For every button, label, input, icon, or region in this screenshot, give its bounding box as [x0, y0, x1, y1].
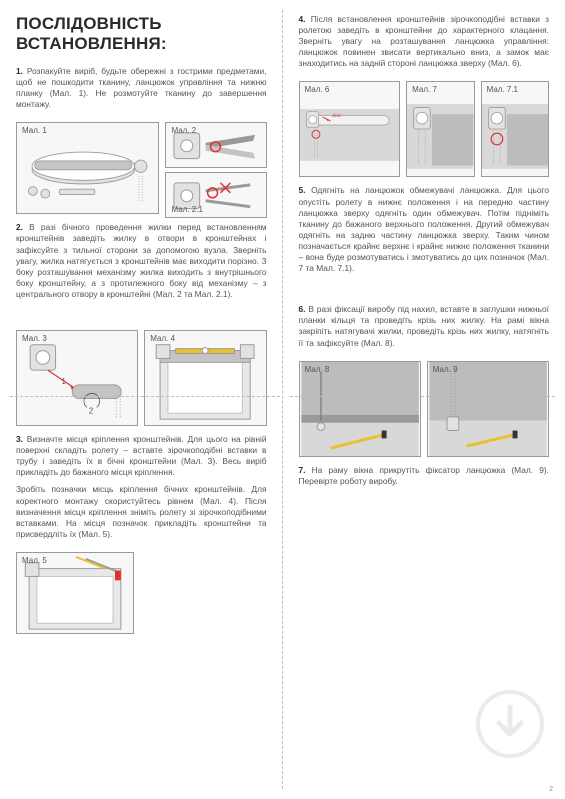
figure-1: Мал. 1: [16, 122, 159, 214]
step-5-text: 5. Одягніть на ланцюжок обмежувачі ланцю…: [299, 185, 550, 274]
page-title: ПОСЛІДОВНІСТЬ ВСТАНОВЛЕННЯ:: [16, 14, 267, 54]
figure-8-label: Мал. 8: [305, 365, 330, 374]
figure-5: Мал. 5: [16, 552, 134, 634]
page-number: 2: [549, 786, 553, 793]
step-4-text: 4. Після встановлення кронштейнів зірочк…: [299, 14, 550, 69]
figure-7-1: Мал. 7.1: [481, 81, 549, 177]
svg-text:2: 2: [89, 406, 93, 415]
step-6-text: 6. В разі фіксації виробу під нахил, вст…: [299, 304, 550, 348]
figure-7-1-label: Мал. 7.1: [487, 85, 518, 94]
vertical-divider: [282, 10, 283, 789]
horizontal-divider-right: [290, 396, 555, 397]
figure-7-label: Мал. 7: [412, 85, 437, 94]
step-2-text: 2. В разі бічного проведення жилки перед…: [16, 222, 267, 300]
figure-2-1: Мал. 2.1: [165, 172, 266, 218]
figure-6-label: Мал. 6: [305, 85, 330, 94]
left-column: ПОСЛІДОВНІСТЬ ВСТАНОВЛЕННЯ: 1. Розпакуйт…: [0, 0, 283, 799]
figure-8: Мал. 8: [299, 361, 421, 457]
figure-6: Мал. 6 click: [299, 81, 401, 177]
figure-9-label: Мал. 9: [433, 365, 458, 374]
step-3a-text: 3. Визначте місця кріплення кронштейнів.…: [16, 434, 267, 478]
right-column: 4. Після встановлення кронштейнів зірочк…: [283, 0, 565, 799]
figure-1-label: Мал. 1: [22, 126, 47, 135]
figure-2: Мал. 2: [165, 122, 266, 168]
svg-text:1: 1: [61, 377, 65, 386]
figure-9: Мал. 9: [427, 361, 549, 457]
figure-2-1-label: Мал. 2.1: [171, 205, 202, 214]
step-1-text: 1. Розпакуйте виріб, будьте обережні з г…: [16, 66, 267, 110]
watermark-icon: [475, 689, 545, 759]
horizontal-divider-left: [10, 396, 280, 397]
figure-5-label: Мал. 5: [22, 556, 47, 565]
figure-2-label: Мал. 2: [171, 126, 196, 135]
figure-4-label: Мал. 4: [150, 334, 175, 343]
figure-3-label: Мал. 3: [22, 334, 47, 343]
click-label: click: [331, 114, 341, 119]
figure-4: Мал. 4: [144, 330, 266, 426]
step-3b-text: Зробіть позначки місць кріплення бічних …: [16, 484, 267, 539]
figure-7: Мал. 7: [406, 81, 474, 177]
step-7-text: 7. На раму вікна прикрутіть фіксатор лан…: [299, 465, 550, 487]
figure-3: Мал. 3 1 2: [16, 330, 138, 426]
